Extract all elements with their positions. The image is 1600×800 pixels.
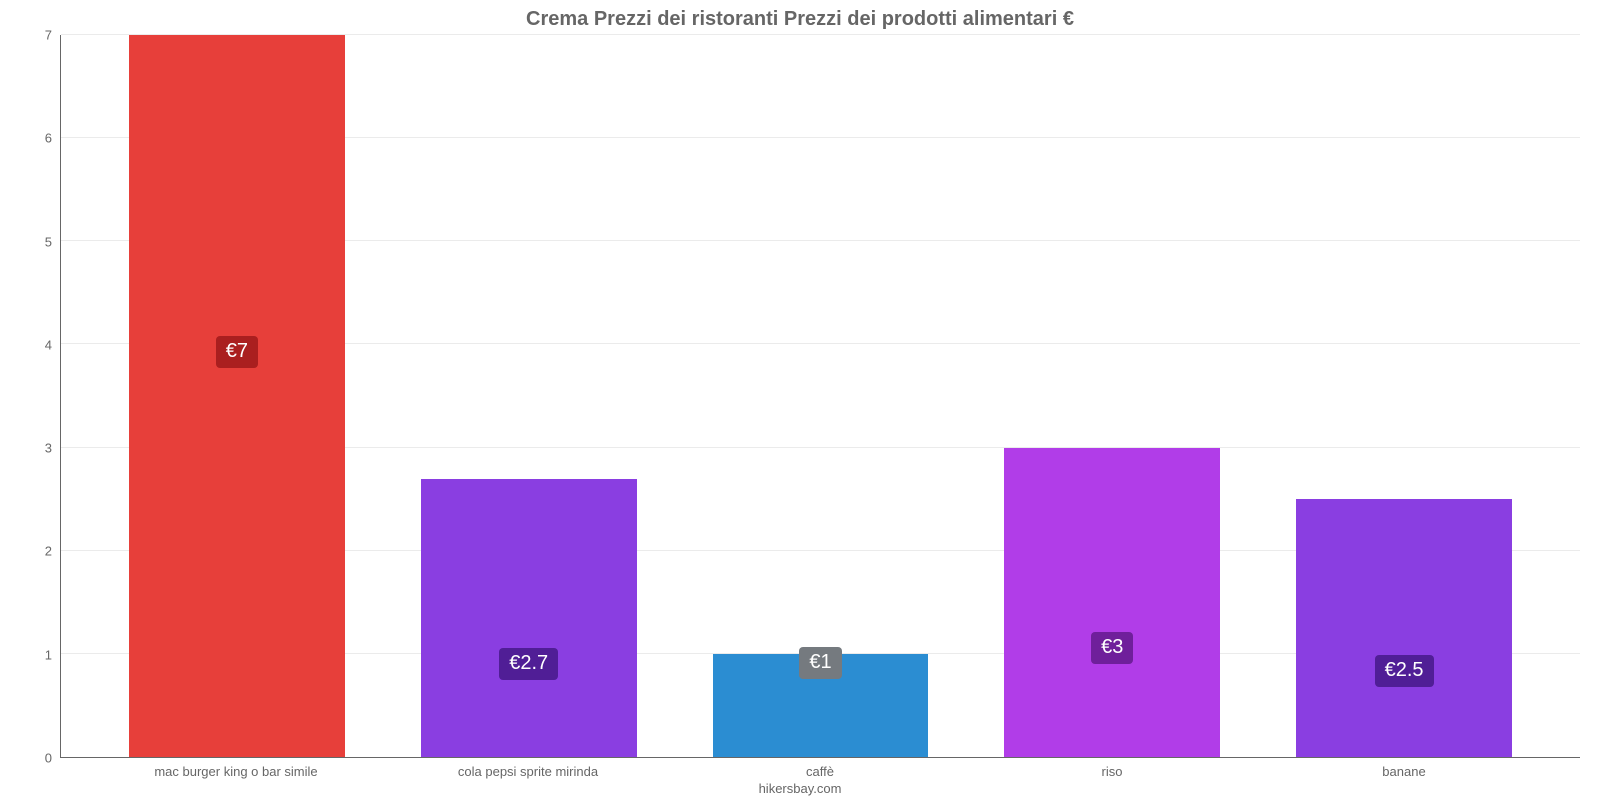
bar: €7: [129, 35, 345, 757]
bar: €2.7: [421, 479, 637, 757]
bar: €1: [713, 654, 929, 757]
chart-area: 01234567 €7€2.7€1€3€2.5: [20, 35, 1580, 758]
y-tick-label: 4: [45, 337, 52, 352]
bar: €3: [1004, 448, 1220, 757]
y-tick-label: 5: [45, 234, 52, 249]
y-tick-label: 7: [45, 28, 52, 43]
bar-slot: €2.5: [1258, 35, 1550, 757]
y-tick-label: 6: [45, 131, 52, 146]
chart-title: Crema Prezzi dei ristoranti Prezzi dei p…: [526, 8, 1074, 31]
plot-area: €7 €2.7 €1 €3 €2.5: [60, 35, 1580, 758]
x-tick-label: banane: [1258, 764, 1550, 779]
y-axis: 01234567: [20, 35, 60, 758]
y-tick-label: 3: [45, 441, 52, 456]
x-tick-label: mac burger king o bar simile: [90, 764, 382, 779]
x-tick-label: cola pepsi sprite mirinda: [382, 764, 674, 779]
bar-value-label: €2.7: [499, 648, 558, 680]
bar-value-label: €1: [799, 647, 841, 679]
bar-value-label: €3: [1091, 632, 1133, 664]
y-tick-label: 1: [45, 647, 52, 662]
y-tick-label: 2: [45, 544, 52, 559]
bar-value-label: €7: [216, 336, 258, 368]
y-tick-label: 0: [45, 751, 52, 766]
attribution-text: hikersbay.com: [759, 781, 842, 796]
x-axis-labels: mac burger king o bar similecola pepsi s…: [20, 758, 1580, 779]
x-tick-label: caffè: [674, 764, 966, 779]
bar-slot: €3: [966, 35, 1258, 757]
bar-slot: €7: [91, 35, 383, 757]
bar-slot: €1: [675, 35, 967, 757]
bar-value-label: €2.5: [1375, 655, 1434, 687]
bars-container: €7 €2.7 €1 €3 €2.5: [61, 35, 1580, 757]
bar: €2.5: [1296, 499, 1512, 757]
bar-slot: €2.7: [383, 35, 675, 757]
x-tick-label: riso: [966, 764, 1258, 779]
